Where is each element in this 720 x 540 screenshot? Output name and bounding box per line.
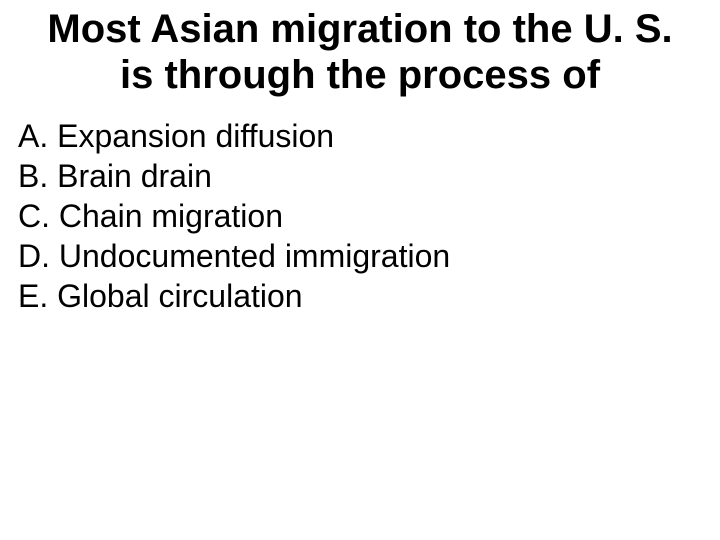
title-line-2: is through the process of xyxy=(0,52,720,98)
option-d: D. Undocumented immigration xyxy=(18,236,720,276)
option-b: B. Brain drain xyxy=(18,156,720,196)
option-text: Global circulation xyxy=(57,278,302,314)
option-text: Expansion diffusion xyxy=(57,118,334,154)
option-text: Chain migration xyxy=(59,198,283,234)
title-line-1: Most Asian migration to the U. S. xyxy=(0,6,720,52)
option-e: E. Global circulation xyxy=(18,276,720,316)
option-letter: C. xyxy=(18,198,50,234)
option-letter: D. xyxy=(18,238,50,274)
option-letter: A. xyxy=(18,118,48,154)
option-letter: B. xyxy=(18,158,48,194)
question-title: Most Asian migration to the U. S. is thr… xyxy=(0,0,720,98)
answer-options: A. Expansion diffusion B. Brain drain C.… xyxy=(0,116,720,316)
option-letter: E. xyxy=(18,278,48,314)
option-c: C. Chain migration xyxy=(18,196,720,236)
option-text: Brain drain xyxy=(57,158,212,194)
option-a: A. Expansion diffusion xyxy=(18,116,720,156)
slide: Most Asian migration to the U. S. is thr… xyxy=(0,0,720,540)
option-text: Undocumented immigration xyxy=(59,238,450,274)
